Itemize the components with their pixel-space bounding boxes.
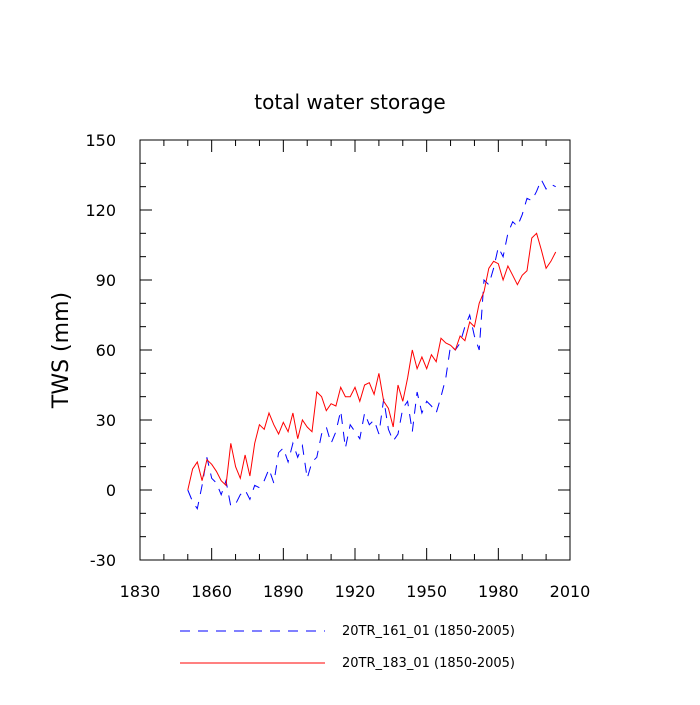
y-tick-label: -30: [90, 551, 116, 570]
legend: 20TR_161_01 (1850-2005) 20TR_183_01 (1850…: [180, 624, 515, 671]
x-tick-label: 2010: [550, 582, 591, 601]
y-axis-label: TWS (mm): [49, 292, 74, 409]
y-tick-label: 0: [106, 481, 116, 500]
axis-ticks: [139, 139, 571, 561]
legend-label-1: 20TR_161_01 (1850-2005): [342, 624, 515, 639]
chart-title: total water storage: [254, 90, 445, 114]
y-tick-label: 150: [85, 131, 116, 150]
series-line-2: [187, 232, 557, 491]
plot-frame: [139, 139, 571, 561]
x-tick-label: 1950: [406, 582, 447, 601]
y-tick-label: 120: [85, 201, 116, 220]
x-tick-label: 1860: [191, 582, 232, 601]
x-tick-label: 1920: [335, 582, 376, 601]
axis-tick-labels: 1830 1860 1890 1920 1950 1980 2010 -30 0 30 60 90 12…: [85, 131, 590, 601]
legend-label-2: 20TR_183_01 (1850-2005): [342, 656, 515, 671]
y-tick-label: 30: [96, 411, 116, 430]
y-tick-label: 90: [96, 271, 116, 290]
x-tick-label: 1980: [478, 582, 519, 601]
y-tick-label: 60: [96, 341, 116, 360]
x-tick-label: 1890: [263, 582, 304, 601]
series-lines: [187, 178, 557, 510]
series-line-1: [187, 178, 556, 510]
x-tick-label: 1830: [120, 582, 161, 601]
